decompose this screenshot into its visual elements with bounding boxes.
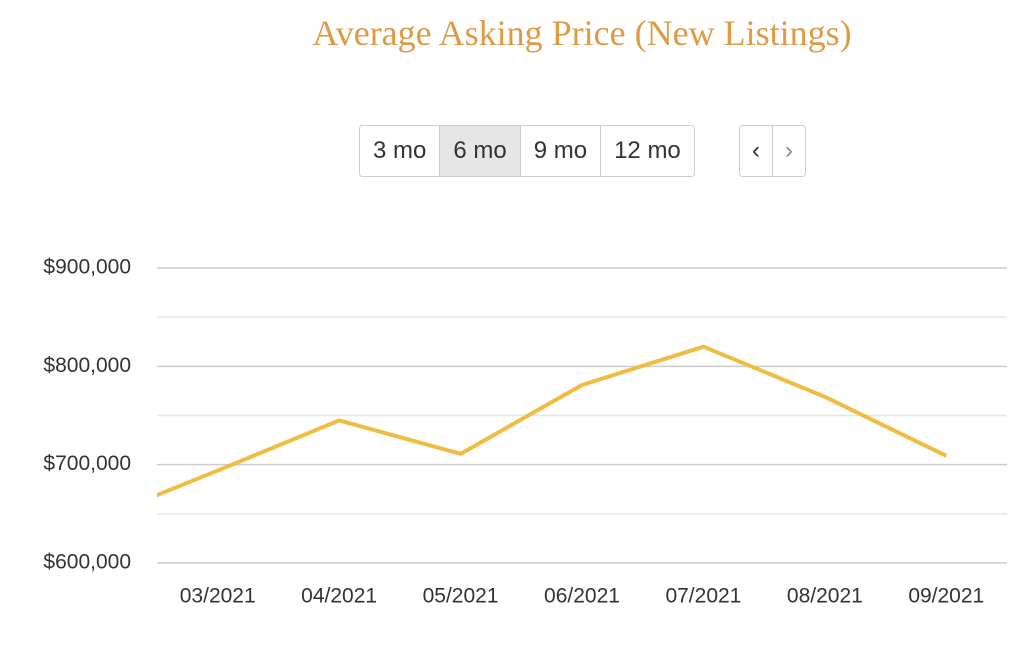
nav-buttons: ‹ › [739,125,806,177]
line [157,344,948,498]
range-button[interactable]: 9 mo [520,126,602,176]
range-button[interactable]: 12 mo [601,126,694,176]
nav-button[interactable]: › [773,126,805,176]
x-tick-label: 06/2021 [544,585,620,608]
x-tick-label: 03/2021 [180,585,256,608]
x-tick-label: 07/2021 [665,585,741,608]
nav-button[interactable]: ‹ [740,126,773,176]
y-tick-label: $900,000 [43,256,131,279]
chart-title: Average Asking Price (New Listings) [312,13,852,53]
y-tick-label: $700,000 [43,452,131,475]
x-tick-label: 04/2021 [301,585,377,608]
x-tick-label: 09/2021 [908,585,984,608]
range-button[interactable]: 3 mo [360,126,441,176]
x-tick-label: 08/2021 [787,585,863,608]
y-tick-label: $600,000 [43,551,131,574]
y-tick-label: $800,000 [43,354,131,377]
range-buttons: 3 mo 6 mo 9 mo 12 mo [359,125,695,177]
range-button[interactable]: 6 mo [440,126,521,176]
x-tick-label: 05/2021 [423,585,499,608]
